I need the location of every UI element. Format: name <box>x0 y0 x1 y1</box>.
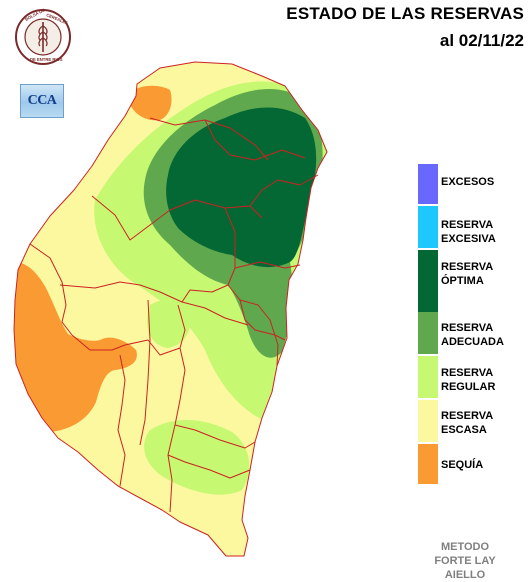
legend-label-reserva-optima: RESERVA ÓPTIMA <box>441 261 494 287</box>
dept-border <box>91 195 263 241</box>
legend-label-sequia: SEQUÍA <box>441 459 484 471</box>
dept-border <box>204 119 306 161</box>
legend-swatch-reserva-adecuada <box>418 312 438 354</box>
dept-border <box>174 424 256 449</box>
legend-swatch-reserva-regular <box>418 356 438 398</box>
dept-border <box>239 299 279 367</box>
dept-border <box>139 299 151 446</box>
legend-swatch-excesos <box>418 164 438 204</box>
map-date: al 02/11/22 <box>439 31 524 50</box>
entre-rios-map <box>13 61 328 557</box>
dept-border <box>71 304 186 356</box>
legend-label-excesos: EXCESOS <box>441 176 495 188</box>
dept-border <box>167 454 251 479</box>
zone-optima <box>166 107 317 268</box>
svg-text:DE ENTRE RIOS: DE ENTRE RIOS <box>30 57 63 62</box>
legend-label-reserva-excesiva: RESERVA EXCESIVA <box>441 219 496 245</box>
cca-logo: CCA <box>20 84 64 118</box>
legend-label-reserva-escasa: RESERVA ESCASA <box>441 410 494 436</box>
dept-border <box>234 261 301 269</box>
zone-sequia-north <box>130 85 172 121</box>
province-outline <box>13 61 328 557</box>
dept-border <box>249 174 319 207</box>
legend-swatch-reserva-escasa <box>418 400 438 442</box>
dept-border <box>59 281 229 303</box>
zone-regular-south <box>144 420 250 495</box>
legend-swatch-reserva-excesiva <box>418 206 438 248</box>
legend-label-reserva-regular: RESERVA REGULAR <box>441 367 496 393</box>
zone-sequia-west <box>14 261 137 432</box>
dept-border <box>181 301 249 326</box>
map-title: ESTADO DE LAS RESERVAS <box>286 4 524 23</box>
dept-border <box>29 243 73 336</box>
zone-regular-center <box>147 300 190 348</box>
dept-border <box>149 117 269 161</box>
bolsa-cereales-logo: BOLSA DE CEREALES DE ENTRE RIOS <box>15 8 71 65</box>
dept-border <box>117 354 126 487</box>
legend-swatch-sequia <box>418 444 438 484</box>
legend-swatch-reserva-optima <box>418 250 438 312</box>
legend-label-reserva-adecuada: RESERVA ADECUADA <box>441 322 504 348</box>
cca-logo-text: CCA <box>27 93 57 108</box>
